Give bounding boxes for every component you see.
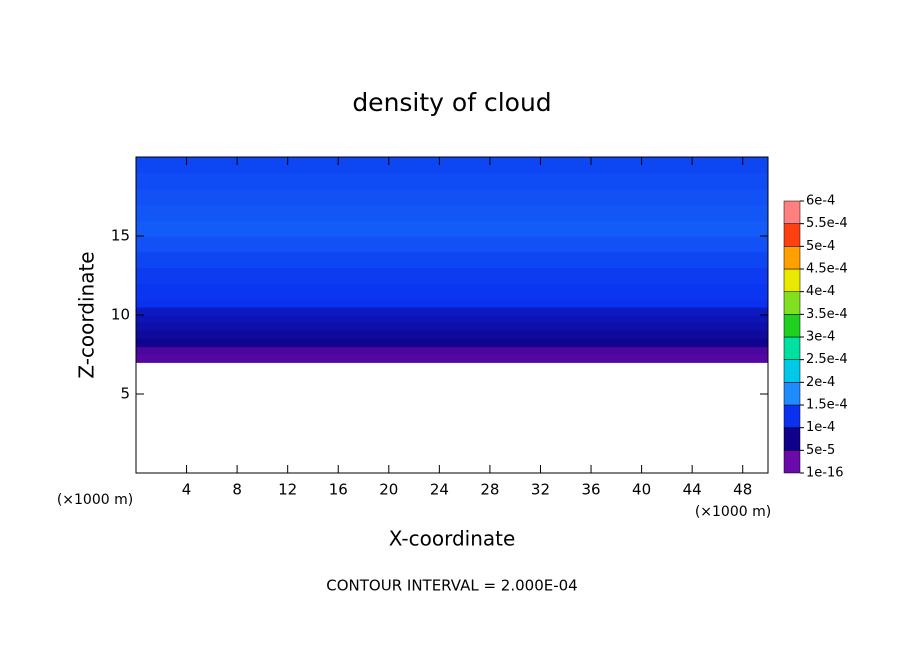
x-tick-label: 16 — [329, 481, 348, 499]
contour-band — [136, 307, 768, 316]
annotation: CONTOUR INTERVAL = 2.000E-04 — [326, 577, 577, 595]
y-unit: (×1000 m) — [57, 492, 133, 508]
y-axis-label: Z-coordinate — [75, 251, 99, 378]
x-tick-label: 24 — [430, 481, 449, 499]
x-tick-label: 40 — [632, 481, 651, 499]
chart-title: density of cloud — [352, 88, 551, 117]
y-tick-label: 5 — [120, 385, 130, 403]
colorbar-label: 1e-16 — [806, 466, 844, 481]
x-unit: (×1000 m) — [695, 504, 771, 520]
colorbar-label: 1e-4 — [806, 420, 835, 435]
colorbar-swatch — [783, 223, 801, 247]
x-axis-label: X-coordinate — [389, 527, 516, 551]
contour-band — [136, 354, 768, 363]
colorbar-swatch — [783, 382, 801, 406]
contour-band — [136, 172, 768, 190]
colorbar-label: 4.5e-4 — [806, 262, 848, 277]
contour-band — [136, 267, 768, 284]
contour-band — [136, 315, 768, 324]
colorbar-swatch — [783, 404, 801, 428]
colorbar-label: 2e-4 — [806, 375, 835, 390]
x-tick-label: 32 — [531, 481, 550, 499]
x-tick-label: 44 — [683, 481, 702, 499]
colorbar-swatch — [783, 268, 801, 292]
y-tick-label: 15 — [111, 227, 130, 245]
colorbar-label: 5e-4 — [806, 239, 835, 254]
contour-band — [136, 338, 768, 348]
x-tick-label: 4 — [182, 481, 192, 499]
colorbar-label: 2.5e-4 — [806, 352, 848, 367]
contour-band — [136, 204, 768, 221]
x-tick-label: 28 — [480, 481, 499, 499]
x-tick-label: 8 — [232, 481, 242, 499]
contour-band — [136, 220, 768, 237]
colorbar-swatch — [783, 246, 801, 270]
colorbar-label: 1.5e-4 — [806, 398, 848, 413]
contour-band — [136, 299, 768, 308]
colorbar-label: 6e-4 — [806, 194, 835, 209]
x-tick-label: 20 — [379, 481, 398, 499]
contour-band — [136, 188, 768, 205]
contour-band — [136, 322, 768, 332]
colorbar-label: 5e-5 — [806, 443, 835, 458]
colorbar-swatch — [783, 314, 801, 338]
contour-band — [136, 346, 768, 355]
x-tick-label: 12 — [278, 481, 297, 499]
y-tick-label: 10 — [111, 306, 130, 324]
colorbar-swatch — [783, 427, 801, 451]
contour-band — [136, 283, 768, 300]
colorbar-swatch — [783, 291, 801, 315]
x-tick-label: 36 — [581, 481, 600, 499]
colorbar-swatch — [783, 359, 801, 383]
colorbar-label: 4e-4 — [806, 284, 835, 299]
colorbar-label: 5.5e-4 — [806, 216, 848, 231]
x-tick-label: 48 — [733, 481, 752, 499]
contour-band — [136, 157, 768, 174]
contour-band — [136, 251, 768, 269]
colorbar-label: 3e-4 — [806, 330, 835, 345]
colorbar-swatch — [783, 450, 801, 474]
colorbar-swatch — [783, 200, 801, 224]
colorbar-swatch — [783, 336, 801, 360]
colorbar-label: 3.5e-4 — [806, 307, 848, 322]
contour-band — [136, 236, 768, 253]
contour-band — [136, 330, 768, 340]
